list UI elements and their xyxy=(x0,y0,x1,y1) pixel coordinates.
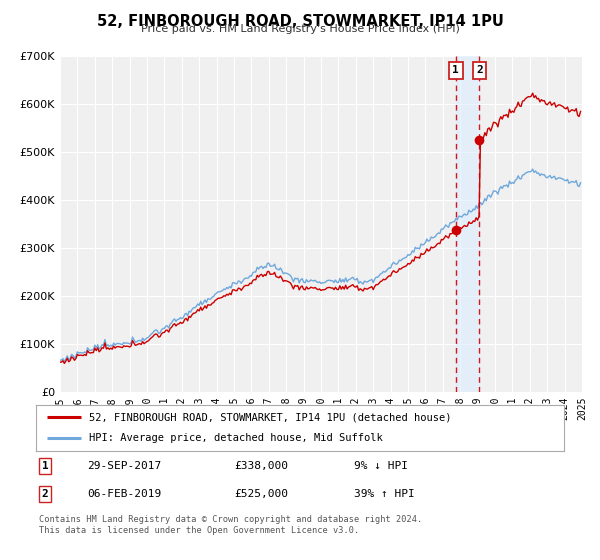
Bar xyxy=(456,56,479,392)
Text: 39% ↑ HPI: 39% ↑ HPI xyxy=(354,489,415,499)
Text: This data is licensed under the Open Government Licence v3.0.: This data is licensed under the Open Gov… xyxy=(39,526,359,535)
Text: 1: 1 xyxy=(41,461,49,471)
Text: 29-SEP-2017: 29-SEP-2017 xyxy=(87,461,161,471)
Text: Price paid vs. HM Land Registry's House Price Index (HPI): Price paid vs. HM Land Registry's House … xyxy=(140,24,460,34)
Text: HPI: Average price, detached house, Mid Suffolk: HPI: Average price, detached house, Mid … xyxy=(89,433,383,444)
Text: 9% ↓ HPI: 9% ↓ HPI xyxy=(354,461,408,471)
Text: 2: 2 xyxy=(476,66,483,76)
Text: 2: 2 xyxy=(41,489,49,499)
Text: £338,000: £338,000 xyxy=(234,461,288,471)
Text: 1: 1 xyxy=(452,66,459,76)
Text: £525,000: £525,000 xyxy=(234,489,288,499)
Text: 52, FINBOROUGH ROAD, STOWMARKET, IP14 1PU (detached house): 52, FINBOROUGH ROAD, STOWMARKET, IP14 1P… xyxy=(89,412,451,422)
Text: Contains HM Land Registry data © Crown copyright and database right 2024.: Contains HM Land Registry data © Crown c… xyxy=(39,515,422,524)
Text: 06-FEB-2019: 06-FEB-2019 xyxy=(87,489,161,499)
Text: 52, FINBOROUGH ROAD, STOWMARKET, IP14 1PU: 52, FINBOROUGH ROAD, STOWMARKET, IP14 1P… xyxy=(97,14,503,29)
